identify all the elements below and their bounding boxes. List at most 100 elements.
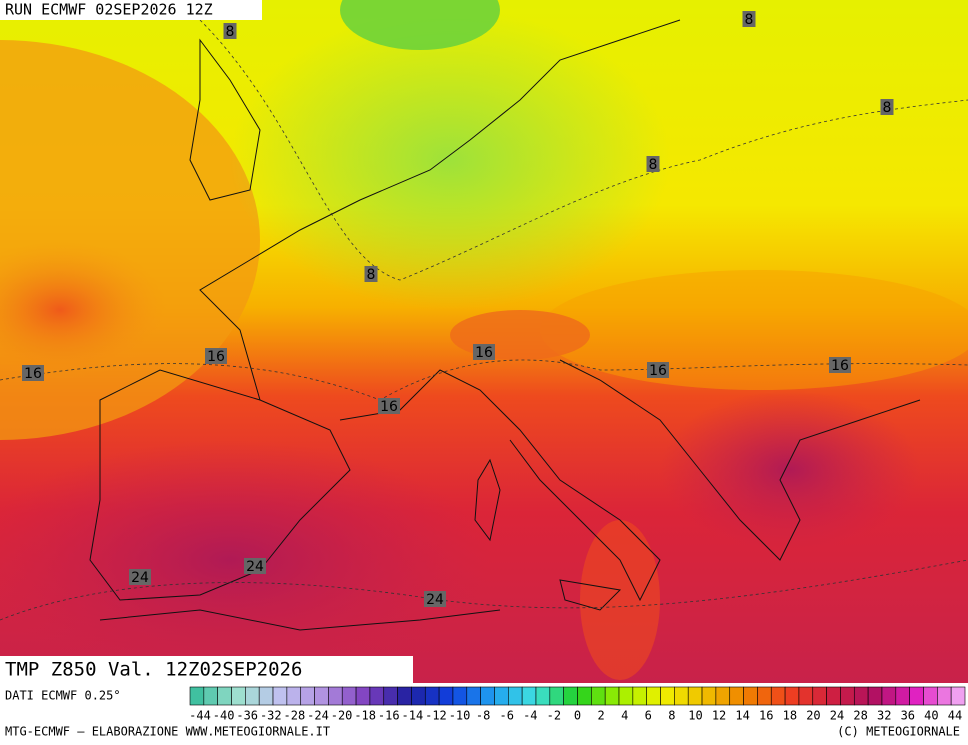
- colorbar-cell: [535, 686, 551, 706]
- colorbar-cell: [646, 686, 661, 706]
- colorbar-tick-label: 10: [688, 709, 702, 723]
- colorbar-cell: [715, 686, 731, 706]
- contour-label: 8: [649, 157, 658, 173]
- colorbar-tick-label: -24: [307, 709, 329, 723]
- contour-label-box: [646, 156, 660, 172]
- contour-label-box: [742, 11, 756, 27]
- colorbar-cell: [950, 686, 966, 706]
- colorbar-cell: [604, 686, 620, 706]
- colorbar-cell: [812, 686, 827, 706]
- footer: DATI ECMWF 0.25° -44 -40 -36 -32 -28 -24 -20 -1…: [5, 686, 966, 739]
- colorbar-tick-label: -18: [354, 709, 376, 723]
- colorbar-cell: [881, 686, 897, 706]
- colorbar-tick-label: -40: [213, 709, 235, 723]
- field-blob: [230, 10, 670, 310]
- contour-label: 8: [367, 267, 376, 283]
- field-blob: [660, 390, 920, 550]
- colorbar-cell: [328, 686, 343, 706]
- contour-label: 24: [131, 570, 149, 586]
- colorbar-cell: [687, 686, 703, 706]
- contour-label-box: [205, 348, 227, 364]
- colorbar-cell: [355, 686, 371, 706]
- colorbar-cell: [452, 686, 468, 706]
- colorbar-tick-label: -4: [523, 709, 537, 723]
- contour-label: 16: [831, 358, 849, 374]
- colorbar-tick-label: -6: [499, 709, 513, 723]
- contour-label: 16: [649, 363, 667, 379]
- contour-label-box: [424, 591, 446, 607]
- colorbar-cell: [217, 686, 232, 706]
- colorbar-cell: [577, 686, 592, 706]
- colorbar-cell: [757, 686, 772, 706]
- colorbar-cell: [245, 686, 260, 706]
- colorbar-cell: [660, 686, 675, 706]
- contour-label-box: [364, 266, 378, 282]
- field-blob: [0, 240, 170, 380]
- contour-label: 8: [745, 12, 754, 28]
- colorbar-cell: [743, 686, 758, 706]
- colorbar-tick-label: -16: [378, 709, 400, 723]
- colorbar-cell: [300, 686, 315, 706]
- colorbar-cell: [826, 686, 841, 706]
- credits: MTG-ECMWF – ELABORAZIONE WWW.METEOGIORNA…: [5, 725, 330, 739]
- colorbar-tick-label: 18: [783, 709, 797, 723]
- colorbar-tick-label: 12: [712, 709, 726, 723]
- contour-label: 24: [246, 559, 264, 575]
- colorbar-tick-label: -14: [402, 709, 424, 723]
- source-label: DATI ECMWF 0.25°: [5, 689, 121, 703]
- colorbar-cell: [508, 686, 523, 706]
- colorbar-cell: [895, 686, 910, 706]
- colorbar-tick-label: 36: [901, 709, 915, 723]
- colorbar-tick-label: 32: [877, 709, 891, 723]
- contour-label-box: [244, 558, 266, 574]
- colorbar-cell: [521, 686, 537, 706]
- colorbar-cell: [397, 686, 412, 706]
- colorbar-cell: [674, 686, 689, 706]
- field-blob: [340, 0, 500, 50]
- colorbar-tick-label: -8: [476, 709, 490, 723]
- colorbar-tick-label: -32: [260, 709, 282, 723]
- colorbar-tick-label: 0: [574, 709, 581, 723]
- contour-label: 16: [207, 349, 225, 365]
- colorbar-cell: [840, 686, 855, 706]
- colorbar-cell: [798, 686, 814, 706]
- colorbar-cell: [411, 686, 426, 706]
- map: 8 8 8 8 8 16 16 16 16 16 16 24 24 24 RUN ECMWF 02SEP2…: [0, 0, 968, 683]
- colorbar-cell: [424, 686, 440, 706]
- contour-label: 8: [226, 24, 235, 40]
- colorbar-cell: [923, 686, 938, 706]
- colorbar-tick-label: -2: [547, 709, 561, 723]
- colorbar-tick-label: -10: [449, 709, 471, 723]
- colorbar-tick-label: 20: [806, 709, 820, 723]
- contour-label-box: [223, 23, 237, 39]
- contour-label: 16: [380, 399, 398, 415]
- coastlines: [89, 19, 921, 631]
- colorbar-cell: [203, 686, 218, 706]
- contour-labels: 8 8 8 8 8 16 16 16 16 16 16 24 24 24: [22, 11, 894, 608]
- colorbar-tick-label: -20: [331, 709, 353, 723]
- field-blob: [580, 520, 660, 680]
- colorbar-tick-label: -36: [236, 709, 258, 723]
- colorbar-cell: [494, 686, 509, 706]
- colorbar-cell: [784, 686, 800, 706]
- colorbar-tick-label: -28: [284, 709, 306, 723]
- run-label: RUN ECMWF 02SEP2026 12Z: [5, 1, 213, 19]
- contour-label: 24: [426, 592, 444, 608]
- colorbar-cell: [729, 686, 744, 706]
- colorbar-cell: [549, 686, 564, 706]
- contour-label-box: [647, 362, 669, 378]
- colorbar-tick-label: 8: [668, 709, 675, 723]
- colorbar-cell: [438, 686, 454, 706]
- contour-label-box: [473, 344, 495, 360]
- colorbar-cell: [937, 686, 952, 706]
- colorbar-cell: [632, 686, 647, 706]
- colorbar-tick-label: 40: [924, 709, 938, 723]
- colorbar-cell: [231, 686, 246, 706]
- colorbar-cell: [466, 686, 481, 706]
- colorbar-tick-label: 4: [621, 709, 628, 723]
- colorbar-tick-label: 14: [735, 709, 749, 723]
- colorbar-cell: [383, 686, 398, 706]
- contour-label-box: [129, 569, 151, 585]
- colorbar-cell: [189, 686, 205, 706]
